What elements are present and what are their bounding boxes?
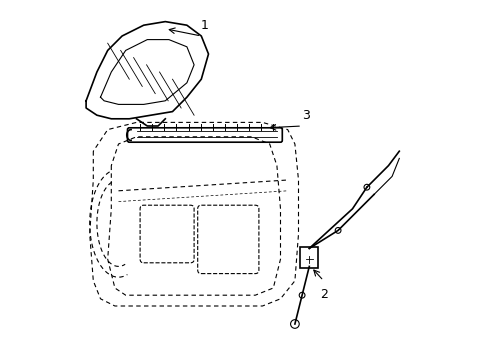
FancyBboxPatch shape	[140, 205, 194, 263]
Text: 2: 2	[319, 288, 327, 301]
FancyBboxPatch shape	[197, 205, 258, 274]
Bar	[300, 247, 318, 268]
Text: 1: 1	[201, 19, 208, 32]
Text: 3: 3	[301, 109, 309, 122]
FancyBboxPatch shape	[127, 128, 282, 142]
